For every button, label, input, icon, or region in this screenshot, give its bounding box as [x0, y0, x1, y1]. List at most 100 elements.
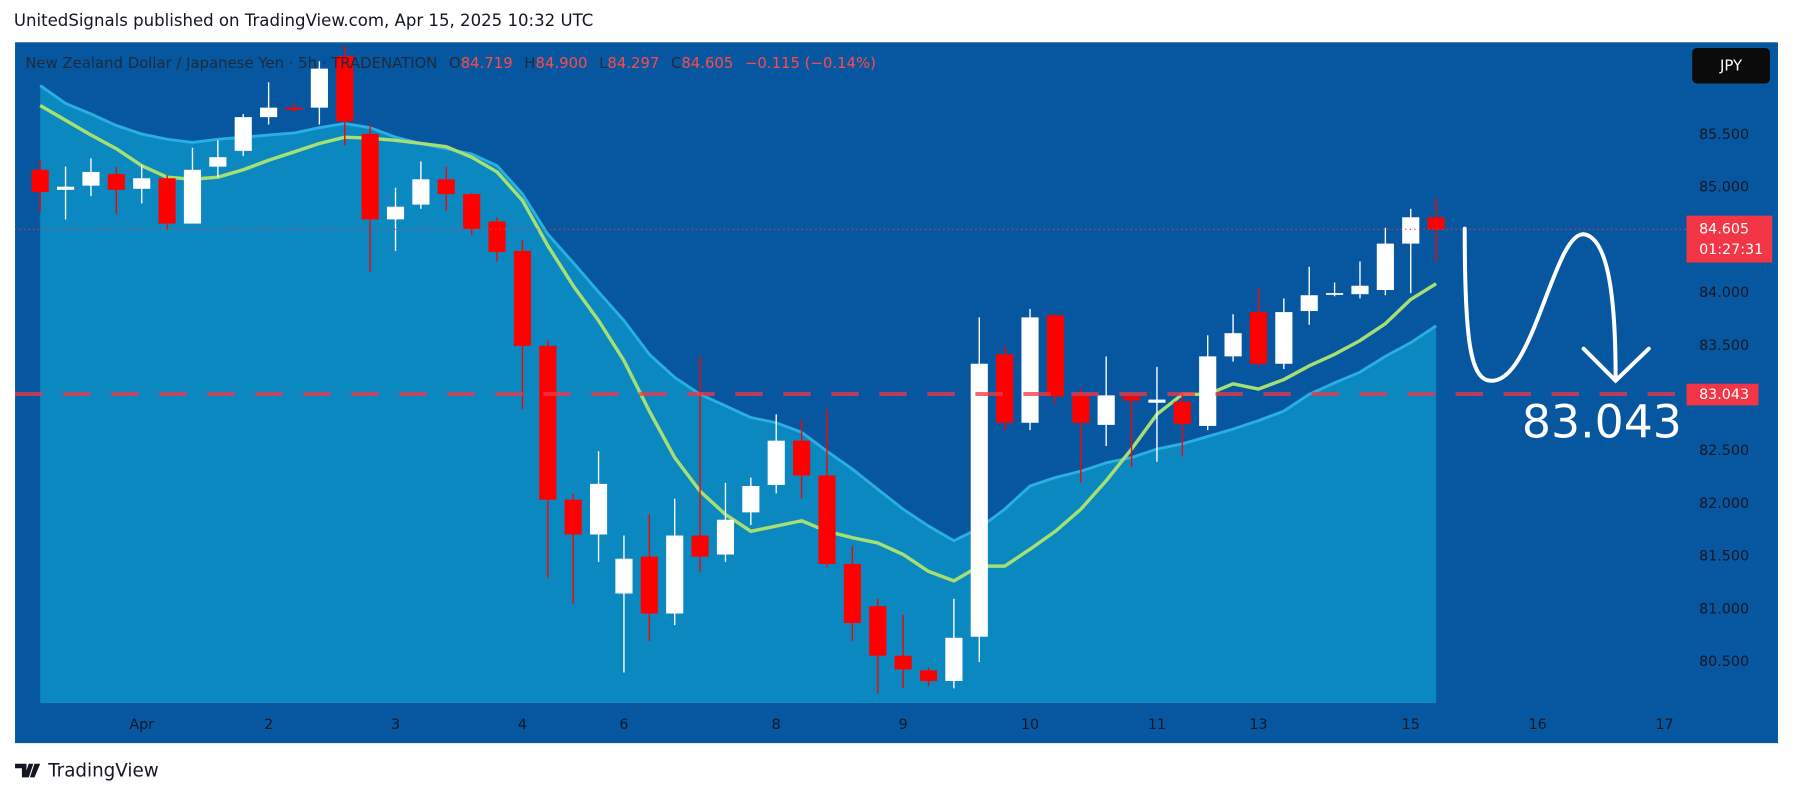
symbol-title: New Zealand Dollar / Japanese Yen · 5h ·…: [25, 54, 437, 72]
y-tick-label: 82.500: [1699, 443, 1749, 459]
candle-body: [615, 558, 633, 594]
x-tick-label: 6: [619, 717, 628, 733]
candle-body: [31, 169, 49, 192]
candle-body: [716, 519, 735, 555]
candle-body: [1173, 401, 1191, 424]
candle-body: [386, 206, 405, 220]
publish-header: UnitedSignals published on TradingView.c…: [14, 11, 593, 30]
candle-body: [1275, 312, 1293, 364]
last-price-box: [1686, 215, 1773, 263]
target-box: [1686, 383, 1759, 406]
y-tick-label: 81.500: [1699, 549, 1749, 565]
x-tick-label: 16: [1529, 717, 1547, 733]
candle-body: [1148, 399, 1166, 403]
candle-body: [209, 157, 227, 167]
candle-body: [970, 363, 988, 637]
candle-body: [894, 655, 912, 670]
candle-body: [919, 670, 938, 681]
candle-body: [107, 174, 125, 190]
x-tick-label: Apr: [129, 717, 154, 733]
currency-label: JPY: [1719, 56, 1743, 74]
candle-body: [437, 179, 455, 195]
candle-body: [336, 56, 354, 122]
candle-body: [564, 499, 582, 535]
candle-body: [1199, 356, 1217, 426]
legend-change: −0.115 (−0.14%): [745, 54, 876, 72]
legend-key: C: [671, 54, 681, 72]
candle-body: [1021, 317, 1039, 423]
y-tick-label: 81.000: [1699, 601, 1749, 617]
candle-body: [1046, 315, 1064, 397]
candle-body: [260, 107, 278, 118]
candle-body: [1427, 217, 1445, 230]
candle-body: [56, 186, 75, 190]
candle-body: [793, 440, 811, 476]
currency-button[interactable]: [1692, 48, 1770, 84]
candle-body: [1326, 293, 1344, 295]
legend-value: 84.900: [536, 54, 588, 72]
candle-body: [539, 345, 557, 500]
candle-body: [767, 440, 785, 485]
last-price-label: 84.605: [1699, 221, 1749, 237]
x-tick-label: 3: [391, 717, 400, 733]
candle-body: [996, 354, 1014, 423]
x-tick-label: 8: [772, 717, 781, 733]
candle-body: [1351, 285, 1369, 295]
candle-body: [1122, 396, 1141, 401]
candle-body: [945, 637, 963, 681]
candle-body: [691, 535, 709, 557]
legend-value: 84.719: [461, 54, 513, 72]
candle-body: [82, 171, 100, 186]
y-tick-label: 80.500: [1699, 654, 1749, 670]
forecast-arrow: [1462, 226, 1651, 384]
plot-area: [15, 45, 1687, 704]
x-tick-label: 17: [1655, 717, 1673, 733]
candle-body: [869, 606, 887, 656]
candle-body: [361, 133, 379, 220]
footer-brand: TradingView: [47, 761, 159, 782]
legend-key: L: [599, 54, 608, 72]
y-tick-label: 82.000: [1699, 496, 1749, 512]
legend-value: 84.297: [607, 54, 659, 72]
candle-body: [818, 475, 836, 564]
candle-body: [1376, 243, 1394, 290]
countdown-label: 01:27:31: [1699, 242, 1763, 258]
target-label: 83.043: [1699, 387, 1749, 403]
candle-body: [513, 250, 531, 346]
target-annotation: 83.043: [1522, 395, 1682, 448]
candle-body: [1402, 217, 1420, 244]
y-tick-label: 83.500: [1699, 338, 1749, 354]
x-tick-label: 9: [899, 717, 908, 733]
candle-body: [666, 535, 684, 614]
legend-key: O: [449, 54, 461, 72]
candle-body: [640, 556, 658, 614]
axes: 80.50081.00081.50082.00082.50083.00083.5…: [15, 127, 1773, 733]
legend-value: 84.605: [681, 54, 733, 72]
legend: New Zealand Dollar / Japanese Yen · 5h ·…: [25, 54, 876, 72]
candle-body: [310, 68, 328, 108]
x-tick-label: 11: [1148, 717, 1166, 733]
tradingview-logo: TradingView: [15, 761, 159, 782]
candle-body: [463, 194, 481, 229]
candle-body: [1300, 295, 1318, 312]
x-tick-label: 13: [1249, 717, 1267, 733]
y-tick-label: 84.000: [1699, 285, 1749, 301]
candle-body: [412, 179, 430, 205]
y-tick-label: 85.000: [1699, 180, 1749, 196]
candle-body: [285, 107, 303, 110]
x-tick-label: 10: [1021, 717, 1039, 733]
candle-body: [488, 221, 506, 253]
candle-body: [1097, 395, 1115, 425]
candle-body: [843, 563, 861, 624]
candle-body: [133, 178, 151, 189]
y-tick-label: 85.500: [1699, 127, 1749, 143]
candle-body: [1072, 395, 1090, 423]
candle-body: [1249, 312, 1268, 364]
envelope-area: [40, 85, 1437, 704]
candle-body: [183, 169, 202, 224]
candle-body: [234, 117, 252, 151]
candle-body: [158, 178, 176, 224]
candle-body: [742, 486, 760, 513]
x-tick-label: 15: [1402, 717, 1420, 733]
